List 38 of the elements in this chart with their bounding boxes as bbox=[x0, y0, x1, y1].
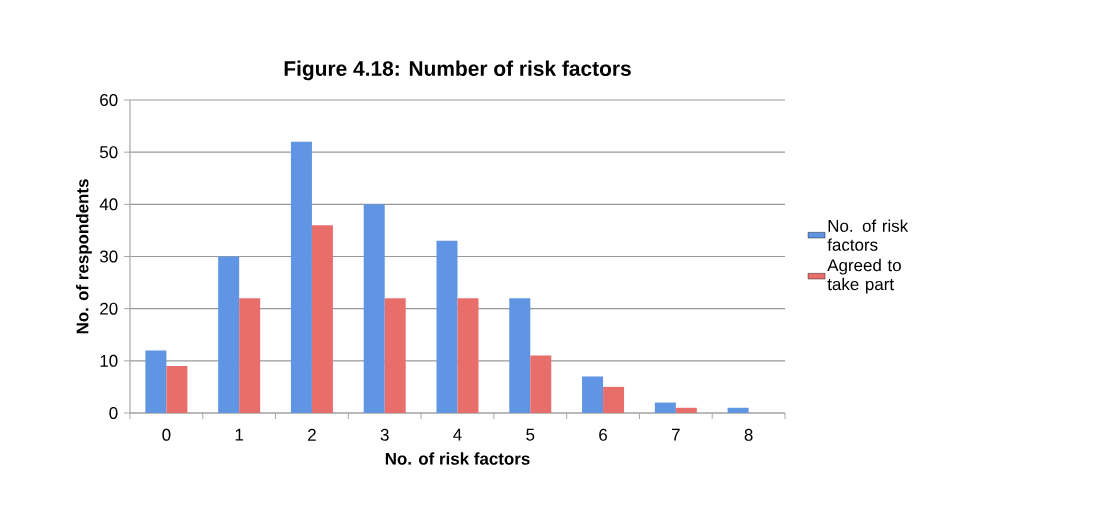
x-axis-title: No. of risk factors bbox=[385, 452, 530, 465]
bar bbox=[239, 298, 261, 413]
legend-label: No. of risk factors bbox=[827, 219, 909, 251]
x-tick-label: 7 bbox=[672, 428, 680, 441]
bar bbox=[457, 298, 479, 413]
x-tick-label: 8 bbox=[744, 428, 753, 441]
chart-title: Figure 4.18: Number of risk factors bbox=[284, 60, 631, 81]
bar bbox=[363, 204, 385, 413]
y-axis-title: No. of respondents bbox=[76, 179, 92, 334]
bar bbox=[384, 298, 406, 413]
bar bbox=[166, 366, 188, 413]
bar bbox=[654, 402, 676, 413]
bar bbox=[603, 386, 625, 413]
bar bbox=[530, 355, 552, 413]
x-tick-label: 6 bbox=[599, 428, 608, 441]
bar bbox=[145, 350, 167, 413]
x-tick-label: 5 bbox=[526, 428, 535, 441]
y-tick-label: 20 bbox=[100, 302, 118, 315]
x-tick-label: 4 bbox=[453, 428, 462, 441]
bar bbox=[218, 256, 240, 413]
bar bbox=[311, 225, 333, 413]
bar bbox=[436, 240, 458, 413]
y-tick-label: 30 bbox=[99, 250, 118, 263]
bar bbox=[675, 407, 697, 413]
x-tick-label: 0 bbox=[162, 428, 171, 441]
legend-label: Agreed to take part bbox=[827, 258, 901, 294]
bar bbox=[509, 298, 531, 413]
x-tick-label: 3 bbox=[380, 428, 389, 441]
y-tick-label: 10 bbox=[100, 354, 118, 367]
bar bbox=[727, 407, 749, 413]
bar bbox=[582, 376, 604, 413]
x-tick-label: 2 bbox=[308, 428, 316, 441]
y-tick-label: 0 bbox=[109, 407, 118, 419]
y-tick-label: 50 bbox=[99, 146, 118, 159]
y-tick-label: 40 bbox=[99, 198, 118, 211]
x-tick-label: 1 bbox=[235, 428, 244, 441]
bar bbox=[290, 141, 312, 413]
y-tick-label: 60 bbox=[100, 94, 118, 106]
